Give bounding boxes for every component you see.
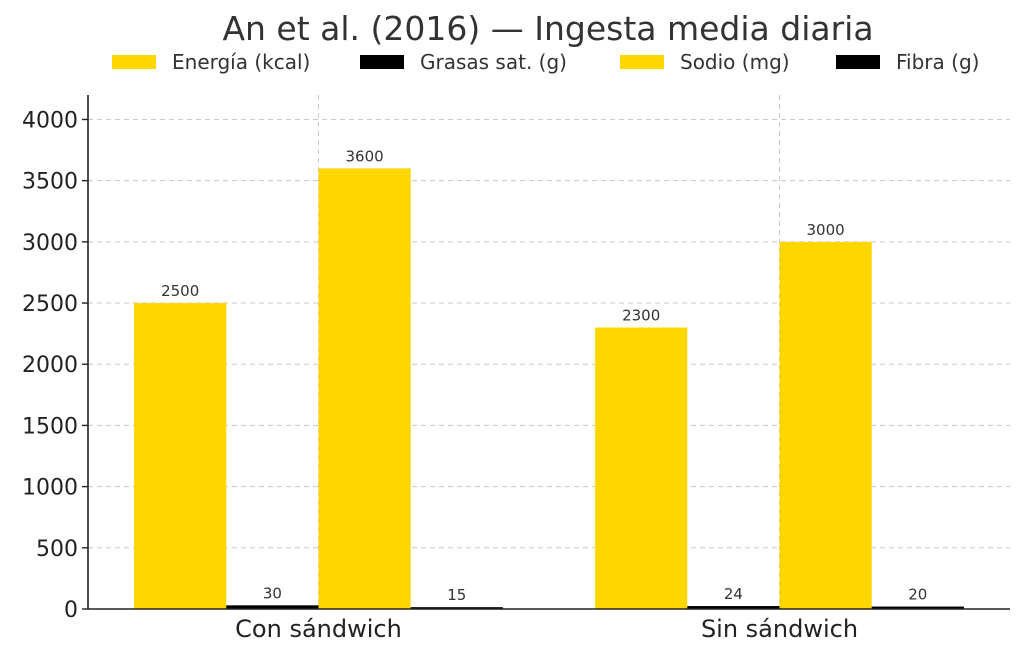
data-labels: 2500 2300 30 24 3600 3000 15 20 [161, 147, 927, 604]
y-tick-label: 0 [64, 598, 78, 623]
y-tick-label: 500 [36, 537, 78, 562]
data-label: 20 [908, 586, 927, 604]
bar [226, 605, 319, 609]
bar [871, 606, 964, 609]
data-label: 3600 [346, 147, 384, 165]
bar [134, 303, 227, 609]
bar [318, 168, 411, 609]
y-tick-label: 3000 [22, 231, 78, 256]
y-tick-label: 2000 [22, 353, 78, 378]
data-label: 2500 [161, 282, 199, 300]
bar [687, 606, 780, 609]
y-tick-label: 4000 [22, 108, 78, 133]
legend-swatch [360, 55, 404, 69]
data-label: 2300 [622, 307, 660, 325]
legend-swatch [112, 55, 156, 69]
legend-label: Grasas sat. (g) [420, 50, 567, 74]
x-tick-label: Sin sándwich [701, 615, 858, 643]
legend-swatch [620, 55, 664, 69]
x-tick-label: Con sándwich [235, 615, 402, 643]
y-tick-label: 1500 [22, 414, 78, 439]
chart-title: An et al. (2016) — Ingesta media diaria [222, 9, 873, 48]
y-tick-label: 3500 [22, 170, 78, 195]
legend-label: Sodio (mg) [680, 50, 790, 74]
data-label: 24 [724, 585, 743, 603]
legend-label: Fibra (g) [896, 50, 979, 74]
data-label: 15 [447, 586, 466, 604]
data-label: 30 [263, 584, 282, 602]
y-tick-label: 2500 [22, 292, 78, 317]
legend: Energía (kcal) Grasas sat. (g) Sodio (mg) F… [112, 50, 979, 74]
data-label: 3000 [807, 221, 845, 239]
bar [779, 241, 872, 609]
bars [134, 168, 964, 609]
bar [595, 327, 688, 609]
bar [410, 607, 503, 609]
legend-label: Energía (kcal) [172, 50, 310, 74]
axes: 0 500 1000 1500 2000 2500 3000 3500 4000 Con sánd… [22, 95, 1010, 643]
y-tick-label: 1000 [22, 476, 78, 501]
legend-swatch [836, 55, 880, 69]
